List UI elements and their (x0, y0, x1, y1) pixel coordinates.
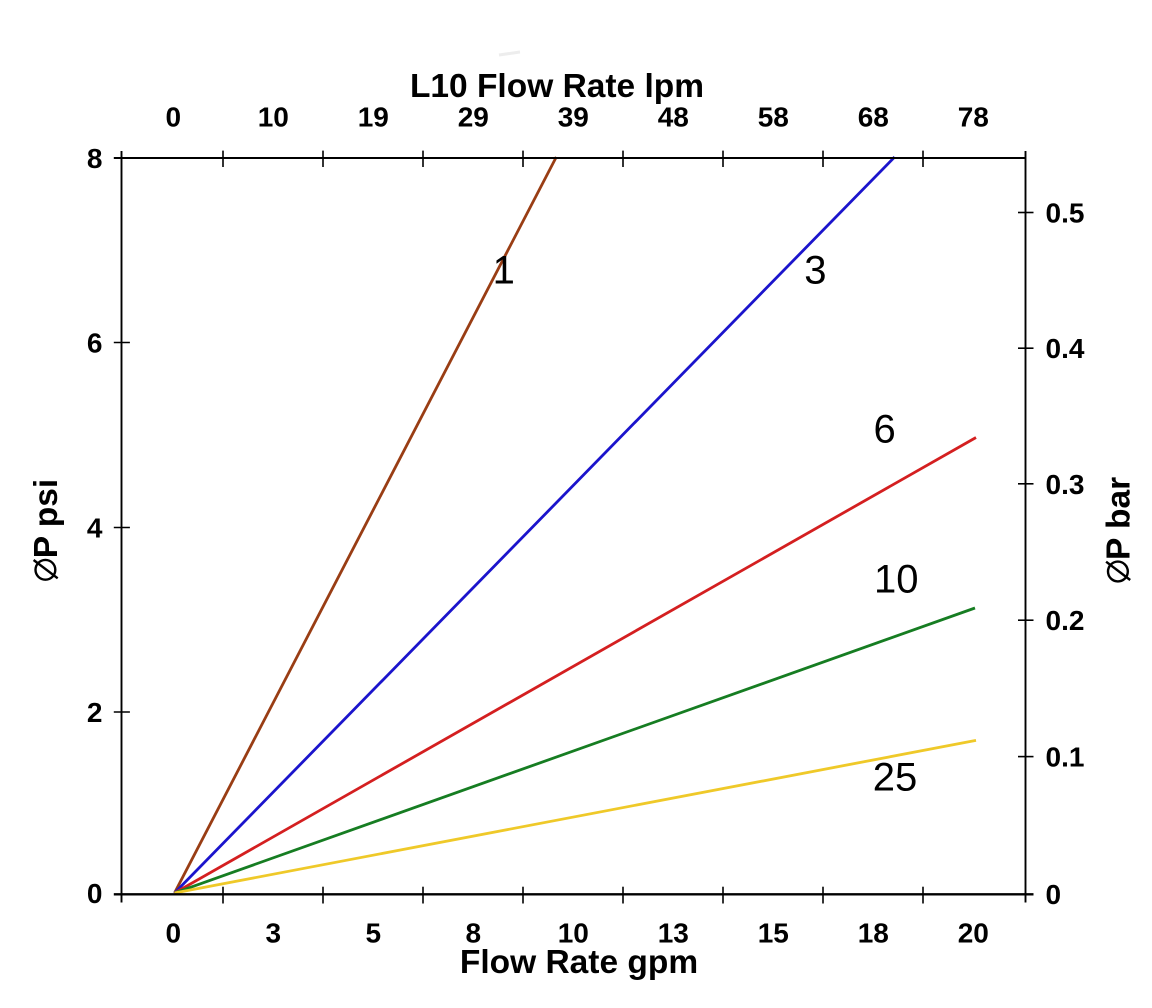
svg-text:6: 6 (873, 407, 895, 451)
svg-text:0.3: 0.3 (1046, 469, 1085, 500)
svg-text:78: 78 (958, 102, 989, 133)
svg-text:0.5: 0.5 (1046, 198, 1085, 229)
svg-text:39: 39 (558, 102, 589, 133)
svg-text:68: 68 (858, 102, 889, 133)
svg-text:10: 10 (558, 918, 589, 949)
svg-text:P psi: P psi (28, 479, 65, 558)
svg-text:18: 18 (858, 918, 889, 949)
svg-text:4: 4 (87, 513, 103, 544)
svg-text:0.4: 0.4 (1046, 333, 1085, 364)
svg-text:L10 Flow Rate lpm: L10 Flow Rate lpm (410, 68, 704, 105)
svg-text:29: 29 (458, 102, 489, 133)
svg-text:2: 2 (87, 697, 103, 728)
svg-text:0: 0 (166, 102, 182, 133)
svg-text:10: 10 (874, 557, 919, 601)
svg-text:0: 0 (87, 878, 103, 909)
svg-text:10: 10 (258, 102, 289, 133)
svg-text:48: 48 (658, 102, 689, 133)
svg-text:3: 3 (804, 249, 826, 293)
svg-text:P bar: P bar (1101, 477, 1138, 560)
svg-text:20: 20 (958, 918, 989, 949)
svg-text:0: 0 (166, 918, 182, 949)
svg-text:Flow Rate gpm: Flow Rate gpm (460, 944, 698, 981)
svg-text:1: 1 (493, 249, 515, 293)
svg-text:25: 25 (873, 755, 918, 799)
svg-text:0: 0 (1046, 879, 1062, 910)
svg-text:8: 8 (466, 918, 482, 949)
svg-text:6: 6 (87, 328, 103, 359)
svg-text:0.2: 0.2 (1046, 605, 1085, 636)
svg-text:13: 13 (658, 918, 689, 949)
svg-text:5: 5 (366, 918, 382, 949)
svg-text:8: 8 (87, 143, 103, 174)
svg-text:0.1: 0.1 (1046, 742, 1085, 773)
svg-text:3: 3 (266, 918, 282, 949)
svg-text:19: 19 (358, 102, 389, 133)
svg-text:15: 15 (758, 918, 789, 949)
svg-text:58: 58 (758, 102, 789, 133)
